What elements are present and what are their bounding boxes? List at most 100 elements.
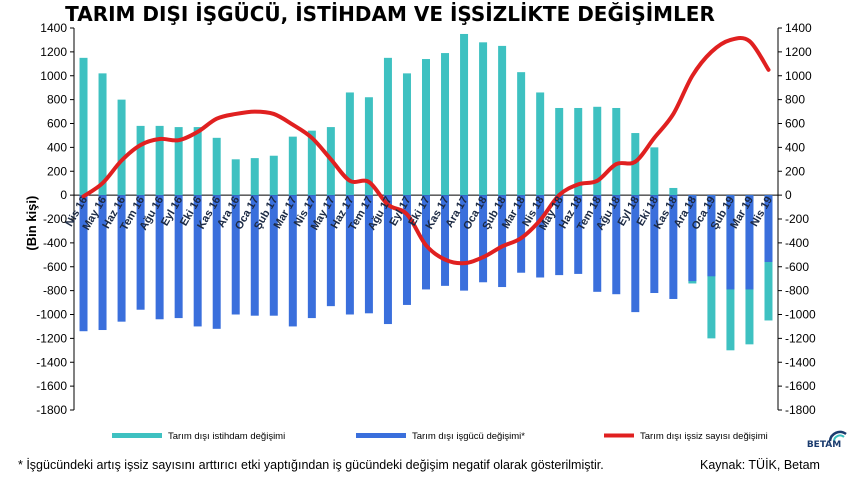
bar xyxy=(441,195,450,286)
y-axis-label: (Bin kişi) xyxy=(24,196,39,251)
y-tick-label-left: -400 xyxy=(43,236,67,250)
betam-logo: BETAM xyxy=(800,428,848,452)
bar xyxy=(212,137,221,196)
y-tick-label-right: -1800 xyxy=(785,403,816,417)
bar xyxy=(98,73,107,196)
logo-arc-icon xyxy=(828,430,847,442)
y-tick-label-left: -600 xyxy=(43,260,67,274)
bar xyxy=(117,195,126,322)
y-tick-label-left: 0 xyxy=(60,188,67,202)
y-tick-label-left: 1200 xyxy=(40,45,67,59)
y-tick-label-left: -1600 xyxy=(36,379,67,393)
y-tick-label-left: 600 xyxy=(47,117,67,131)
bar xyxy=(345,195,354,315)
y-tick-label-right: 0 xyxy=(785,188,792,202)
bar xyxy=(460,195,469,291)
bar xyxy=(688,195,697,282)
bar xyxy=(307,195,316,319)
bar xyxy=(669,187,678,196)
bar xyxy=(460,33,469,196)
y-tick-label-right: 600 xyxy=(785,117,805,131)
bar xyxy=(288,195,297,327)
y-tick-label-left: 200 xyxy=(47,164,67,178)
bar xyxy=(383,57,392,196)
bar xyxy=(193,127,202,196)
bar xyxy=(631,195,640,313)
bar xyxy=(479,195,488,283)
bar xyxy=(555,107,564,196)
y-tick-label-right: -200 xyxy=(785,212,809,226)
bar xyxy=(402,73,411,196)
y-tick-label-left: -1000 xyxy=(36,308,67,322)
bar xyxy=(250,195,259,316)
y-tick-label-left: -800 xyxy=(43,284,67,298)
bar xyxy=(79,57,88,196)
bar xyxy=(745,195,754,290)
bar xyxy=(402,195,411,305)
bar xyxy=(669,195,678,299)
bar xyxy=(764,195,773,262)
bar xyxy=(612,107,621,196)
y-tick-label-left: 400 xyxy=(47,140,67,154)
bars-group xyxy=(79,33,773,351)
y-tick-label-left: 800 xyxy=(47,93,67,107)
bar xyxy=(517,195,526,273)
bar xyxy=(612,195,621,295)
legend-swatch xyxy=(356,433,406,438)
bar xyxy=(726,195,735,290)
bar xyxy=(574,107,583,196)
bar xyxy=(250,158,259,196)
y-tick-label-left: -1200 xyxy=(36,331,67,345)
bar xyxy=(441,53,450,196)
y-tick-label-left: 1000 xyxy=(40,69,67,83)
y-tick-label-right: 400 xyxy=(785,140,805,154)
legend-group: Tarım dışı istihdam değişimi Tarım dışı i… xyxy=(112,431,768,442)
bar xyxy=(98,195,107,331)
logo-text: BETAM xyxy=(806,440,842,450)
bar xyxy=(631,133,640,196)
y-tick-label-right: 1200 xyxy=(785,45,812,59)
bar xyxy=(498,45,507,196)
bar xyxy=(288,136,297,196)
bar xyxy=(650,147,659,196)
bar xyxy=(364,195,373,314)
bar xyxy=(79,195,88,332)
bar xyxy=(193,195,202,327)
bar xyxy=(498,195,507,288)
y-tick-label-right: -1400 xyxy=(785,355,816,369)
legend-label: Tarım dışı istihdam değişimi xyxy=(168,431,285,442)
unemployment-change-line xyxy=(81,35,771,266)
bar xyxy=(536,92,545,196)
legend-swatch xyxy=(112,433,162,438)
bar xyxy=(155,195,164,320)
bar xyxy=(117,99,126,196)
y-tick-label-right: -1600 xyxy=(785,379,816,393)
y-tick-label-right: -1200 xyxy=(785,331,816,345)
bar xyxy=(593,195,602,292)
axes-group: 1400 1400 1200 1200 1000 1000 800 800 600 600 400 4… xyxy=(24,21,816,417)
bar xyxy=(231,159,240,196)
bar xyxy=(593,106,602,196)
legend-label: Tarım dışı işsiz sayısı değişimi xyxy=(640,431,768,442)
source-text: Kaynak: TÜİK, Betam xyxy=(700,458,820,472)
y-tick-label-right: 800 xyxy=(785,93,805,107)
bar xyxy=(269,195,278,316)
bar xyxy=(517,72,526,196)
bar xyxy=(307,130,316,196)
bar xyxy=(212,195,221,329)
y-tick-label-right: 1000 xyxy=(785,69,812,83)
bar xyxy=(650,195,659,294)
bar xyxy=(136,125,145,196)
chart-title: TARIM DIŞI İŞGÜCÜ, İSTİHDAM VE İŞSİZLİKT… xyxy=(65,2,715,26)
bar xyxy=(231,195,240,315)
legend-label: Tarım dışı işgücü değişimi* xyxy=(412,431,525,442)
bar xyxy=(155,125,164,196)
bar xyxy=(383,195,392,325)
y-tick-label-right: 200 xyxy=(785,164,805,178)
y-tick-label-left: -1400 xyxy=(36,355,67,369)
bar xyxy=(707,195,716,277)
line-group xyxy=(81,35,771,266)
y-tick-label-left: -1800 xyxy=(36,403,67,417)
